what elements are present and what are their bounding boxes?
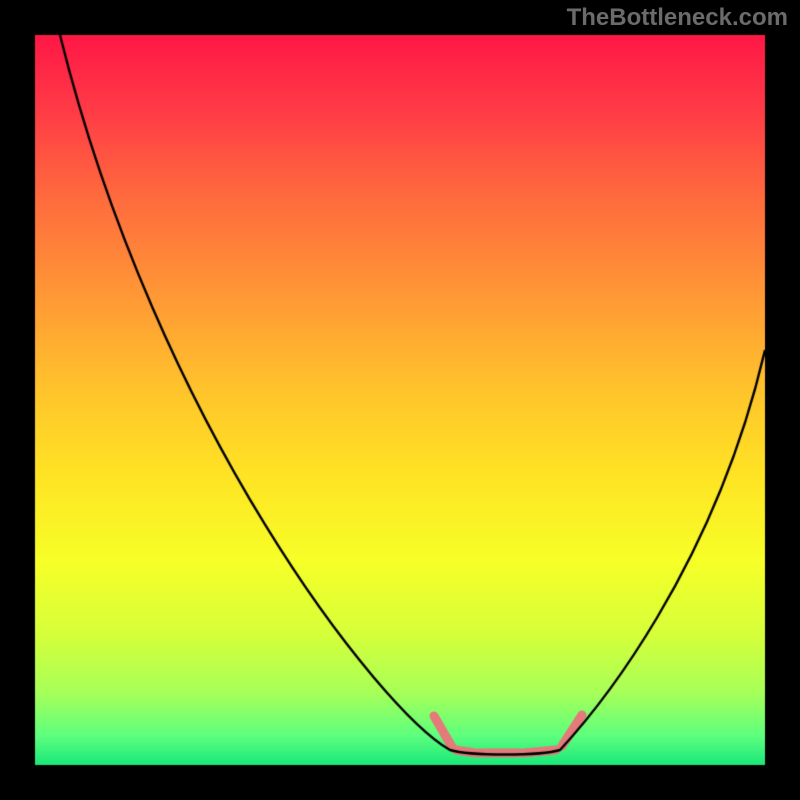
chart-canvas: [0, 0, 800, 800]
watermark-text: TheBottleneck.com: [567, 4, 788, 32]
chart-stage: TheBottleneck.com: [0, 0, 800, 800]
